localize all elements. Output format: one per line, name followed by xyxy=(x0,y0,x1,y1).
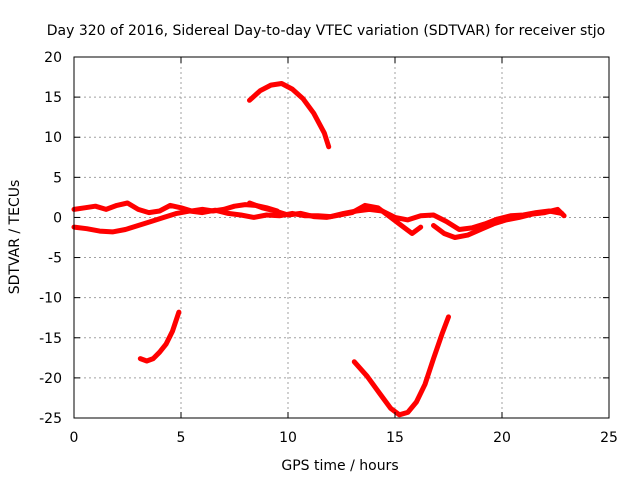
y-tick-label: 10 xyxy=(44,130,62,146)
y-tick-label: -20 xyxy=(39,371,62,387)
y-tick-label: -25 xyxy=(39,411,62,427)
y-tick-label: 15 xyxy=(44,90,62,106)
x-tick-label: 15 xyxy=(386,430,404,446)
x-tick-label: 25 xyxy=(600,430,618,446)
series-track-5 xyxy=(247,81,332,150)
series-track-3 xyxy=(247,200,424,236)
y-tick-label: 5 xyxy=(53,170,62,186)
x-tick-label: 5 xyxy=(177,430,186,446)
y-axis-label: SDTVAR / TECUs xyxy=(7,180,23,295)
x-tick-label: 10 xyxy=(279,430,297,446)
series-track-6 xyxy=(137,309,182,364)
series-track-1 xyxy=(71,200,280,216)
x-tick-label: 20 xyxy=(493,430,511,446)
y-tick-label: -5 xyxy=(48,251,62,267)
y-tick-label: -15 xyxy=(39,331,62,347)
y-tick-label: 0 xyxy=(53,210,62,226)
chart-title: Day 320 of 2016, Sidereal Day-to-day VTE… xyxy=(47,23,605,39)
series-track-4 xyxy=(431,206,567,240)
x-axis-label: GPS time / hours xyxy=(281,458,398,474)
y-tick-label: 20 xyxy=(44,50,62,66)
x-tick-label: 0 xyxy=(70,430,79,446)
y-tick-label: -10 xyxy=(39,291,62,307)
ticks: 0 5 10 15 20 25 -25 -20 -15 -10 -5 0 5 10 15 20 xyxy=(39,50,618,446)
plot-frame xyxy=(73,56,610,419)
grid xyxy=(74,57,609,418)
series-track-7 xyxy=(351,314,451,418)
series-layer xyxy=(71,81,567,418)
